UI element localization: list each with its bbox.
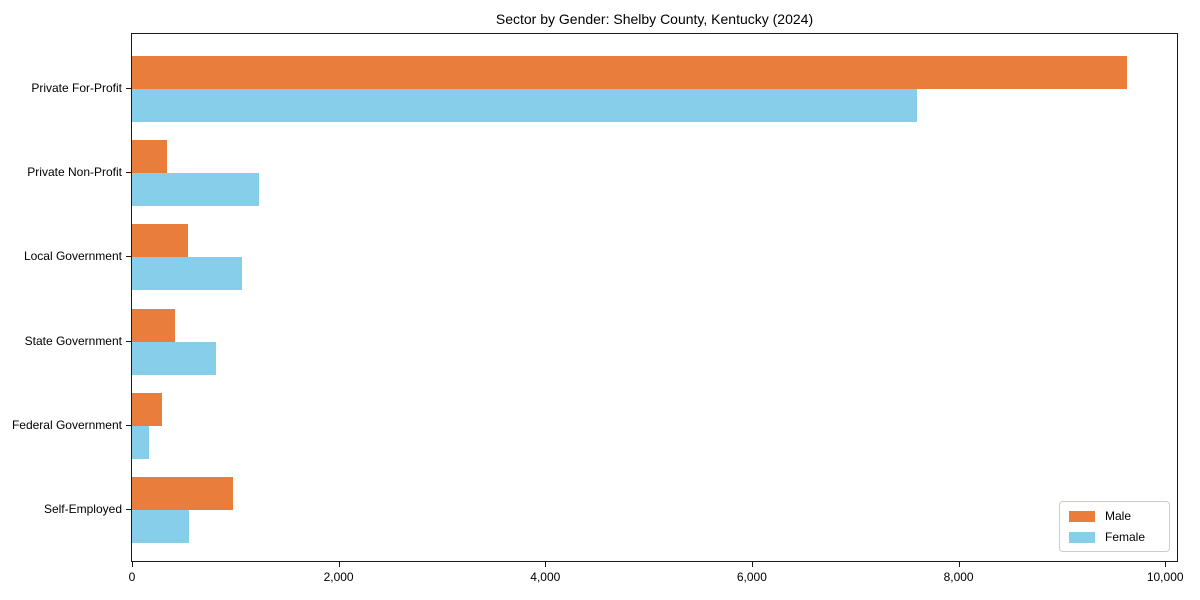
x-tick-label-2000: 2,000 [323, 570, 354, 584]
bar-female-self-employed [132, 510, 189, 543]
legend-label-female: Female [1104, 530, 1145, 544]
y-tick-state-government [126, 340, 131, 342]
plot-area: Male Female [131, 33, 1178, 562]
bar-female-private-non-profit [132, 173, 260, 207]
bar-female-private-for-profit [132, 89, 918, 122]
x-tick-label-4000: 4,000 [530, 570, 561, 584]
y-tick-label-federal-government: Federal Government [11, 417, 122, 432]
y-tick-private-for-profit [126, 88, 131, 89]
bar-female-local-government [132, 257, 242, 291]
bar-female-state-government [132, 341, 216, 375]
legend-swatch-female [1068, 531, 1095, 543]
legend: Male Female [1058, 501, 1170, 552]
y-tick-label-private-non-profit: Private Non-Profit [27, 165, 122, 180]
x-tick-4000 [545, 562, 547, 567]
x-tick-2000 [338, 562, 340, 567]
y-tick-label-local-government: Local Government [23, 249, 122, 264]
y-tick-label-state-government: State Government [24, 333, 122, 348]
legend-swatch-male [1068, 510, 1095, 522]
y-tick-federal-government [126, 424, 131, 426]
x-tick-0 [132, 562, 133, 567]
bar-female-federal-government [132, 425, 149, 459]
bar-male-federal-government [132, 392, 162, 426]
x-tick-label-8000: 8,000 [943, 570, 974, 584]
legend-entry-female: Female [1068, 530, 1159, 544]
chart-title: Sector by Gender: Shelby County, Kentuck… [495, 11, 814, 27]
bar-male-self-employed [132, 477, 234, 510]
x-tick-label-10000: 10,000 [1146, 570, 1184, 584]
x-tick-label-0: 0 [128, 570, 136, 584]
y-tick-private-non-profit [126, 172, 131, 174]
y-tick-self-employed [126, 509, 131, 510]
bar-male-private-for-profit [132, 56, 1127, 89]
y-tick-local-government [126, 256, 131, 258]
x-tick-6000 [751, 562, 753, 567]
y-tick-label-private-for-profit: Private For-Profit [31, 81, 122, 95]
legend-entry-male: Male [1068, 509, 1159, 523]
x-tick-label-6000: 6,000 [736, 570, 767, 584]
x-tick-8000 [958, 562, 960, 567]
bar-male-private-non-profit [132, 140, 168, 174]
x-tick-10000 [1165, 562, 1167, 567]
y-tick-label-self-employed: Self-Employed [43, 502, 122, 516]
bar-male-state-government [132, 308, 176, 342]
legend-label-male: Male [1104, 509, 1131, 523]
bar-male-local-government [132, 224, 188, 258]
